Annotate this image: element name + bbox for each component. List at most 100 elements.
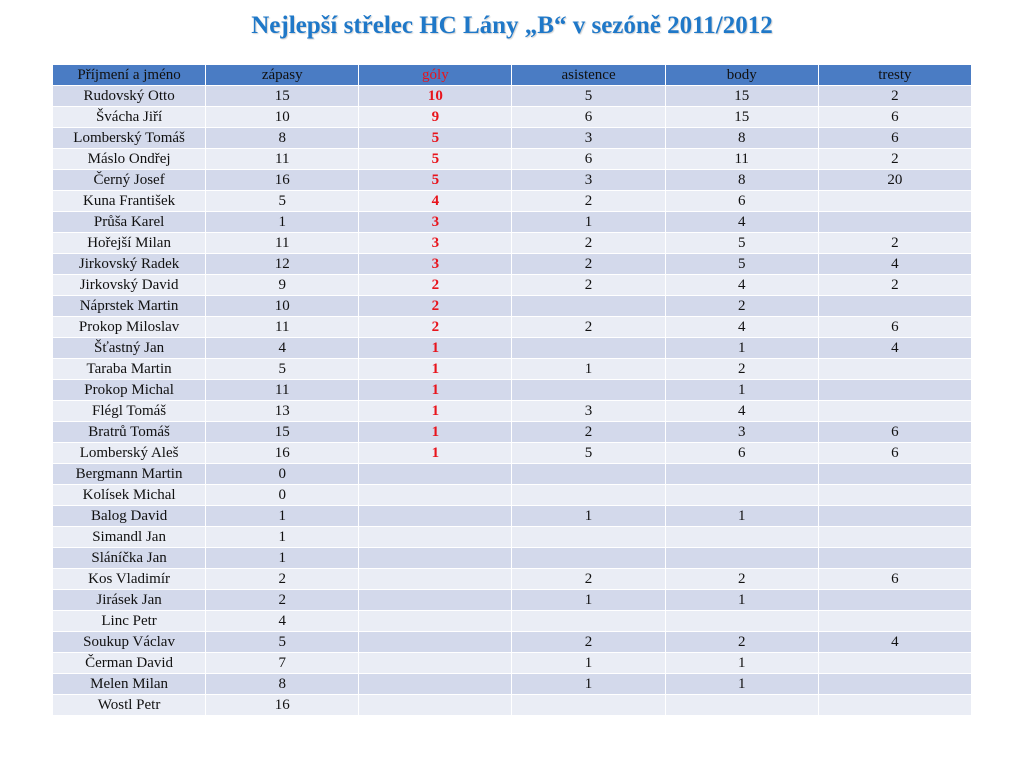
- games-cell: 16: [205, 442, 360, 464]
- penalties-cell: 4: [817, 337, 973, 359]
- points-cell: [664, 547, 819, 569]
- points-cell: [664, 610, 819, 632]
- games-cell: 11: [205, 316, 360, 338]
- points-cell: 1: [664, 505, 819, 527]
- points-cell: 5: [664, 253, 819, 275]
- games-cell: 0: [205, 463, 360, 485]
- goals-cell: 10: [358, 85, 513, 107]
- name-cell: Náprstek Martin: [51, 295, 207, 317]
- page-title: Nejlepší střelec HC Lány „B“ v sezóně 20…: [251, 12, 773, 39]
- goals-cell: 5: [358, 127, 513, 149]
- name-cell: Rudovský Otto: [51, 85, 207, 107]
- goals-cell: [358, 568, 513, 590]
- penalties-cell: [817, 505, 973, 527]
- points-cell: 4: [664, 274, 819, 296]
- points-cell: 2: [664, 568, 819, 590]
- goals-cell: 1: [358, 400, 513, 422]
- games-cell: 5: [205, 358, 360, 380]
- games-cell: 4: [205, 610, 360, 632]
- points-cell: 5: [664, 232, 819, 254]
- goals-cell: [358, 610, 513, 632]
- points-cell: 4: [664, 211, 819, 233]
- table-row: Simandl Jan 1: [51, 526, 973, 548]
- penalties-cell: [817, 589, 973, 611]
- goals-cell: 2: [358, 316, 513, 338]
- assists-cell: [511, 337, 666, 359]
- goals-cell: 2: [358, 274, 513, 296]
- goals-cell: [358, 694, 513, 716]
- assists-cell: 2: [511, 568, 666, 590]
- penalties-cell: [817, 190, 973, 212]
- goals-cell: 1: [358, 358, 513, 380]
- header-games: zápasy: [205, 64, 360, 86]
- games-cell: 16: [205, 694, 360, 716]
- assists-cell: [511, 610, 666, 632]
- goals-cell: 4: [358, 190, 513, 212]
- assists-cell: 2: [511, 232, 666, 254]
- table-row: Kos Vladimír 2 2 2 6: [51, 568, 973, 590]
- assists-cell: 1: [511, 211, 666, 233]
- penalties-cell: [817, 463, 973, 485]
- header-goals: góly: [358, 64, 513, 86]
- table-row: Průša Karel 1 3 1 4: [51, 211, 973, 233]
- assists-cell: 3: [511, 400, 666, 422]
- games-cell: 1: [205, 211, 360, 233]
- goals-cell: 1: [358, 421, 513, 443]
- games-cell: 10: [205, 295, 360, 317]
- name-cell: Šťastný Jan: [51, 337, 207, 359]
- goals-cell: 2: [358, 295, 513, 317]
- table-row: Prokop Michal 11 1 1: [51, 379, 973, 401]
- assists-cell: 3: [511, 169, 666, 191]
- assists-cell: 2: [511, 253, 666, 275]
- name-cell: Wostl Petr: [51, 694, 207, 716]
- assists-cell: [511, 295, 666, 317]
- penalties-cell: 6: [817, 421, 973, 443]
- penalties-cell: 4: [817, 631, 973, 653]
- name-cell: Bratrů Tomáš: [51, 421, 207, 443]
- table-row: Jirkovský Radek 12 3 2 5 4: [51, 253, 973, 275]
- goals-cell: 5: [358, 148, 513, 170]
- goals-cell: [358, 505, 513, 527]
- table-row: Prokop Miloslav 11 2 2 4 6: [51, 316, 973, 338]
- games-cell: 9: [205, 274, 360, 296]
- table-row: Bergmann Martin 0: [51, 463, 973, 485]
- name-cell: Kos Vladimír: [51, 568, 207, 590]
- assists-cell: 1: [511, 652, 666, 674]
- goals-cell: [358, 652, 513, 674]
- assists-cell: 2: [511, 421, 666, 443]
- assists-cell: 6: [511, 148, 666, 170]
- points-cell: [664, 463, 819, 485]
- games-cell: 11: [205, 232, 360, 254]
- points-cell: 11: [664, 148, 819, 170]
- assists-cell: [511, 547, 666, 569]
- name-cell: Prokop Miloslav: [51, 316, 207, 338]
- table-row: Čerman David 7 1 1: [51, 652, 973, 674]
- points-cell: 8: [664, 169, 819, 191]
- penalties-cell: [817, 211, 973, 233]
- games-cell: 1: [205, 526, 360, 548]
- penalties-cell: [817, 610, 973, 632]
- penalties-cell: [817, 547, 973, 569]
- points-cell: 2: [664, 295, 819, 317]
- assists-cell: 1: [511, 589, 666, 611]
- name-cell: Lomberský Tomáš: [51, 127, 207, 149]
- name-cell: Jirásek Jan: [51, 589, 207, 611]
- header-penalties: tresty: [817, 64, 973, 86]
- points-cell: 6: [664, 442, 819, 464]
- goals-cell: 1: [358, 442, 513, 464]
- assists-cell: [511, 526, 666, 548]
- table-row: Flégl Tomáš 13 1 3 4: [51, 400, 973, 422]
- penalties-cell: [817, 652, 973, 674]
- penalties-cell: 6: [817, 106, 973, 128]
- header-assists: asistence: [511, 64, 666, 86]
- table-row: Bratrů Tomáš 15 1 2 3 6: [51, 421, 973, 443]
- games-cell: 15: [205, 421, 360, 443]
- goals-cell: [358, 547, 513, 569]
- penalties-cell: 2: [817, 85, 973, 107]
- assists-cell: 2: [511, 631, 666, 653]
- goals-cell: [358, 526, 513, 548]
- goals-cell: 5: [358, 169, 513, 191]
- name-cell: Linc Petr: [51, 610, 207, 632]
- name-cell: Černý Josef: [51, 169, 207, 191]
- name-cell: Jirkovský David: [51, 274, 207, 296]
